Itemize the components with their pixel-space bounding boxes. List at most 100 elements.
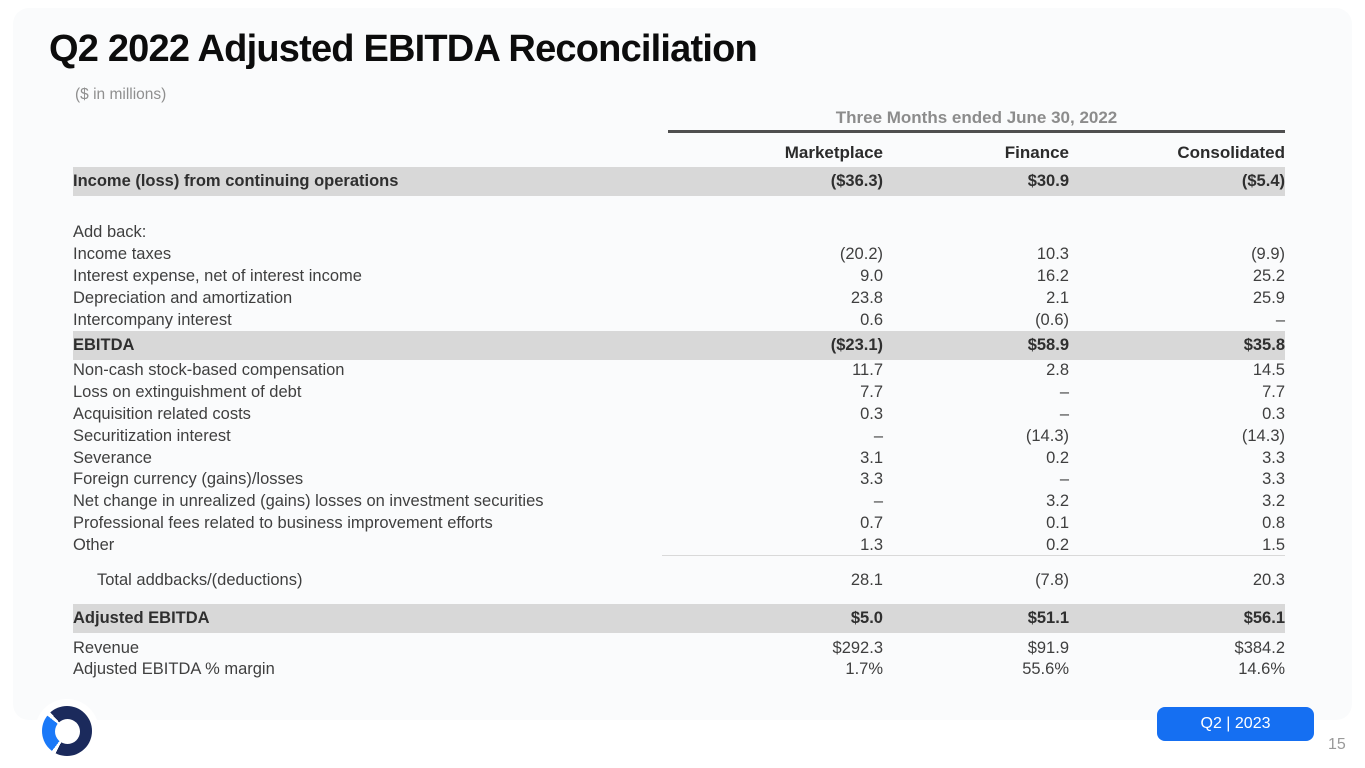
page-title: Q2 2022 Adjusted EBITDA Reconciliation [49, 28, 758, 70]
table-body: Income (loss) from continuing operations… [73, 167, 1285, 681]
row-value: ($36.3) [830, 172, 883, 190]
page-number: 15 [1328, 736, 1346, 753]
row-label: Add back: [73, 223, 147, 242]
slide-card [13, 8, 1352, 720]
row-label: Depreciation and amortization [73, 288, 293, 307]
row-value: – [1275, 310, 1285, 329]
column-header-consolidated: Consolidated [1177, 142, 1285, 162]
row-value: 3.2 [1262, 492, 1285, 511]
units-note: ($ in millions) [75, 86, 167, 103]
row-label: Total addbacks/(deductions) [97, 571, 303, 590]
column-header-finance: Finance [1004, 142, 1069, 162]
table-row: Loss on extinguishment of debt 7.7 – 7.7 [73, 382, 1285, 404]
row-label: Revenue [73, 638, 140, 657]
table-row: Total addbacks/(deductions) 28.1 (7.8) 20.3 [73, 569, 1285, 592]
row-value: – [873, 426, 883, 445]
table-row: Income (loss) from continuing operations… [73, 167, 1285, 196]
row-value: 11.7 [852, 361, 883, 380]
row-value: ($5.4) [1241, 172, 1285, 190]
row-label: Non-cash stock-based compensation [73, 361, 345, 380]
table-row: Income taxes (20.2) 10.3 (9.9) [73, 244, 1285, 266]
row-value: 3.3 [1262, 448, 1285, 467]
row-value: 9.0 [860, 266, 883, 285]
row-value: 20.3 [1252, 571, 1285, 590]
row-value: $91.9 [1027, 638, 1069, 657]
period-header-label: Three Months ended June 30, 2022 [835, 108, 1118, 127]
row-value: $292.3 [832, 638, 883, 657]
table-row: Severance 3.1 0.2 3.3 [73, 447, 1285, 469]
row-value: 7.7 [860, 383, 883, 402]
row-value: $56.1 [1243, 609, 1285, 628]
row-value: 2.8 [1046, 361, 1069, 380]
row-label: EBITDA [73, 335, 135, 354]
row-value: 0.7 [860, 513, 883, 532]
row-value: $30.9 [1027, 172, 1069, 190]
row-value: (0.6) [1035, 310, 1069, 329]
row-value: 25.9 [1252, 288, 1285, 307]
row-value: 55.6% [1022, 660, 1069, 679]
table-row: Professional fees related to business im… [73, 513, 1285, 535]
row-label: Other [73, 535, 115, 554]
row-value: 0.2 [1046, 535, 1069, 554]
row-value: 3.3 [1262, 470, 1285, 489]
period-header-block: Three Months ended June 30, 2022 [668, 108, 1285, 133]
row-value: 0.3 [1262, 404, 1285, 423]
table-row: Non-cash stock-based compensation 11.7 2.8… [73, 360, 1285, 382]
table-row: Other 1.3 0.2 1.5 [73, 534, 1285, 556]
row-label: Intercompany interest [73, 310, 232, 329]
row-value: 3.1 [860, 448, 883, 467]
row-label: Professional fees related to business im… [73, 513, 493, 532]
row-value: 0.6 [860, 310, 883, 329]
row-value: 25.2 [1252, 266, 1285, 285]
row-value: $58.9 [1027, 335, 1069, 354]
row-value: (7.8) [1035, 571, 1069, 590]
row-value: ($23.1) [830, 335, 883, 354]
row-label: Severance [73, 448, 152, 467]
row-value: – [873, 492, 883, 511]
row-value: (20.2) [839, 245, 883, 264]
row-label: Foreign currency (gains)/losses [73, 470, 304, 489]
row-value: $35.8 [1243, 335, 1285, 354]
row-label: Loss on extinguishment of debt [73, 383, 302, 402]
row-value: 0.1 [1046, 513, 1069, 532]
column-header-marketplace: Marketplace [784, 142, 883, 162]
table-row: Foreign currency (gains)/losses 3.3 – 3.3 [73, 469, 1285, 491]
row-value: 2.1 [1046, 288, 1069, 307]
row-value: 1.5 [1262, 535, 1285, 554]
row-value: (14.3) [1241, 426, 1285, 445]
row-value: 1.7% [845, 660, 883, 679]
table-row: Securitization interest – (14.3) (14.3) [73, 425, 1285, 447]
row-value: 0.3 [860, 404, 883, 423]
row-value: 1.3 [860, 535, 883, 554]
row-label: Net change in unrealized (gains) losses … [73, 492, 544, 511]
row-value: 10.3 [1036, 245, 1069, 264]
table-row [73, 196, 1285, 222]
table-row: Depreciation and amortization 23.8 2.1 25.9 [73, 287, 1285, 309]
row-value: – [1059, 404, 1069, 423]
quarter-badge-button[interactable]: Q2 | 2023 [1157, 707, 1314, 741]
row-value: – [1059, 470, 1069, 489]
row-label: Income (loss) from continuing operations [73, 172, 399, 190]
row-value: $51.1 [1027, 609, 1069, 628]
row-label: Adjusted EBITDA [73, 609, 210, 628]
row-value: (14.3) [1025, 426, 1069, 445]
row-value: 14.6% [1238, 660, 1285, 679]
table-row: Adjusted EBITDA $5.0 $51.1 $56.1 [73, 604, 1285, 634]
row-value: 3.2 [1046, 492, 1069, 511]
table-row: Interest expense, net of interest income… [73, 266, 1285, 288]
table-column-headers: Marketplace Finance Consolidated [73, 138, 1285, 167]
table-row: Adjusted EBITDA % margin 1.7% 55.6% 14.6% [73, 659, 1285, 681]
row-label: Income taxes [73, 245, 172, 264]
table-row: EBITDA ($23.1) $58.9 $35.8 [73, 330, 1285, 360]
company-logo [35, 699, 99, 763]
row-value: 14.5 [1252, 361, 1285, 380]
row-value: 16.2 [1036, 266, 1069, 285]
row-value: 7.7 [1262, 383, 1285, 402]
row-label: Adjusted EBITDA % margin [73, 660, 275, 679]
row-label: Acquisition related costs [73, 404, 251, 423]
row-value: 23.8 [850, 288, 883, 307]
table-row: Acquisition related costs 0.3 – 0.3 [73, 404, 1285, 426]
table-row: Intercompany interest 0.6 (0.6) – [73, 309, 1285, 331]
reconciliation-table: Marketplace Finance Consolidated Income … [73, 138, 1285, 681]
row-label: Securitization interest [73, 426, 231, 445]
